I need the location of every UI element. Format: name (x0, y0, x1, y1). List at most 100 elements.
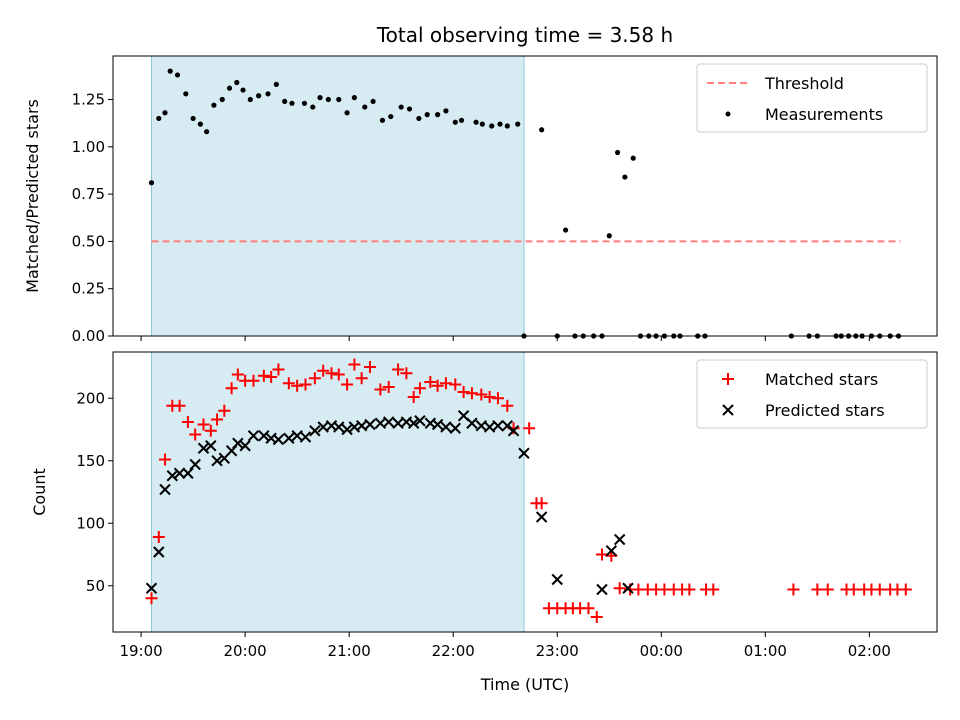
matched-star-point (152, 531, 165, 543)
legend-threshold-label: Threshold (764, 74, 844, 93)
x-axis-label: Time (UTC) (480, 675, 569, 694)
matched-star-point (707, 583, 720, 596)
matched-star-point (308, 372, 321, 385)
matched-star-point (299, 378, 312, 391)
y-tick-label: 150 (76, 452, 105, 470)
predicted-star-point (189, 458, 201, 471)
matched-star-point (247, 374, 260, 387)
measurement-point (301, 100, 308, 106)
measurement-point (489, 123, 495, 129)
predicted-star-point (407, 417, 420, 429)
measurement-point (336, 96, 342, 103)
predicted-star-point (299, 431, 312, 443)
matched-star-point (523, 422, 536, 435)
chart-title: Total observing time = 3.58 h (376, 23, 673, 47)
matched-star-point (363, 361, 376, 373)
measurement-point (606, 233, 612, 239)
matched-star-point (355, 372, 368, 385)
predicted-star-point (197, 442, 210, 454)
measurement-point (424, 112, 430, 118)
measurement-point (416, 115, 422, 122)
measurement-point (226, 85, 233, 91)
top-y-axis-label: Matched/Predicted stars (23, 99, 42, 293)
top-x-ticks (140, 336, 870, 341)
measurement-point (174, 72, 181, 78)
predicted-star-point (182, 467, 194, 479)
measurement-point (256, 93, 262, 99)
matched-star-point (382, 381, 395, 393)
matched-star-point (204, 424, 217, 437)
measurement-point (562, 227, 569, 233)
legend-measurements-dot-icon (725, 111, 731, 117)
matched-star-point (272, 363, 285, 376)
matched-star-point (873, 583, 886, 596)
x-tick-label: 22:00 (432, 642, 475, 660)
legend-matched-label: Matched stars (765, 370, 878, 389)
matched-star-point (811, 583, 824, 596)
measurement-point (515, 121, 521, 127)
matched-star-point (491, 392, 504, 405)
measurement-point (247, 96, 253, 103)
matched-star-point (332, 368, 345, 381)
x-tick-label: 20:00 (224, 642, 267, 660)
matched-star-point (181, 416, 194, 428)
legend-matched-plus-icon (722, 373, 734, 385)
measurement-point (458, 117, 465, 123)
legend-predicted-label: Predicted stars (765, 401, 885, 420)
y-tick-label: 100 (76, 514, 105, 532)
predicted-star-point (272, 433, 285, 446)
predicted-star-point (507, 425, 520, 437)
matched-star-point (173, 399, 186, 412)
matched-star-point (457, 386, 470, 398)
y-tick-label: 50 (86, 577, 105, 595)
measurement-point (317, 95, 323, 101)
predicted-star-point (613, 533, 626, 546)
measurement-point (234, 79, 240, 86)
measurement-point (204, 129, 210, 135)
predicted-star-point (247, 430, 260, 442)
matched-star-point (325, 367, 338, 380)
measurement-point (362, 104, 368, 110)
y-tick-label: 0.00 (72, 327, 105, 345)
measurement-point (273, 81, 279, 87)
matched-star-point (424, 376, 437, 388)
matched-star-point (197, 418, 210, 431)
bottom-series-layer (145, 358, 912, 623)
predicted-star-point (145, 582, 158, 594)
matched-star-point (449, 378, 462, 391)
measurement-point (190, 115, 196, 122)
measurement-point (614, 149, 621, 156)
measurement-point (197, 121, 203, 127)
matched-star-point (189, 428, 202, 441)
predicted-star-point (159, 483, 171, 496)
predicted-star-point (518, 447, 530, 459)
measurement-point (325, 96, 331, 103)
measurement-point (370, 98, 376, 105)
measurement-point (351, 95, 357, 101)
predicted-star-point (605, 545, 618, 557)
predicted-star-point (382, 416, 395, 428)
predicted-star-point (166, 470, 179, 482)
measurement-point (265, 91, 271, 97)
matched-star-point (535, 497, 548, 510)
matched-star-point (341, 378, 354, 391)
legend-measurements-label: Measurements (765, 105, 883, 124)
predicted-star-point (535, 511, 548, 523)
top-plot-frame (112, 55, 938, 337)
matched-star-point (400, 367, 413, 380)
predicted-star-point (232, 437, 244, 449)
bottom-legend: Matched stars Predicted stars (696, 359, 928, 429)
bottom-x-ticks: 19:00 20:00 21:00 22:00 23:00 00:00 01:00 02:00 (119, 632, 891, 660)
matched-star-point (582, 602, 595, 615)
predicted-star-point (364, 418, 376, 431)
measurement-point (473, 119, 479, 125)
measurement-point (282, 98, 288, 105)
matched-star-point (683, 583, 696, 596)
measurement-point (310, 104, 316, 110)
bottom-plot-frame (112, 351, 938, 633)
predicted-star-point (431, 418, 444, 431)
y-tick-label: 1.25 (72, 91, 105, 109)
predicted-star-point (492, 420, 504, 432)
predicted-star-point (449, 422, 462, 434)
